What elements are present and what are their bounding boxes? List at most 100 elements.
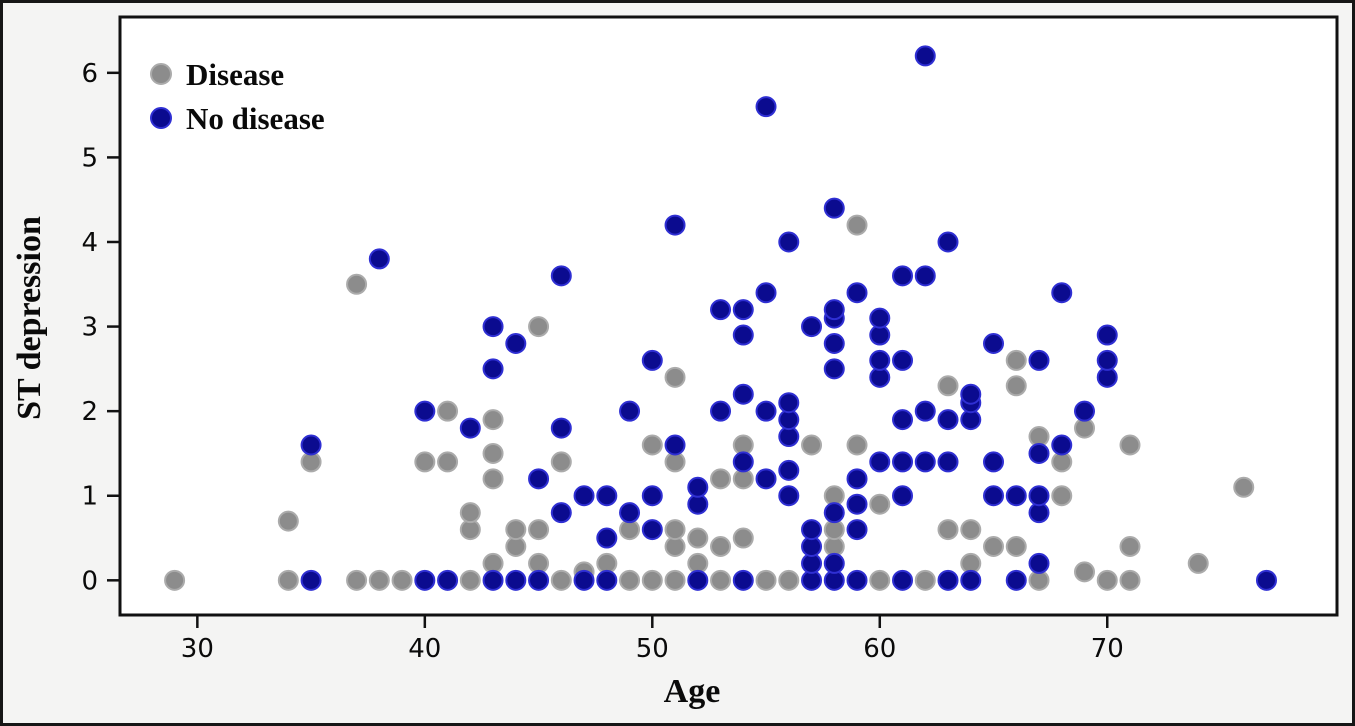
data-point-no-disease [732,383,754,405]
data-point-disease [550,451,572,473]
data-point-disease [1233,476,1255,498]
data-point-disease [801,434,823,456]
data-points [164,45,1277,591]
data-point-no-disease [368,248,390,270]
data-point-disease [1096,569,1118,591]
data-point-disease [346,569,368,591]
data-point-no-disease [892,409,914,431]
data-point-no-disease [983,451,1005,473]
data-point-disease [277,510,299,532]
data-point-no-disease [1096,349,1118,371]
data-point-no-disease [892,349,914,371]
data-point-no-disease [573,485,595,507]
data-point-no-disease [869,451,891,473]
data-point-no-disease [755,400,777,422]
data-point-no-disease [482,316,504,338]
data-point-disease [664,366,686,388]
data-point-disease [482,442,504,464]
data-point-no-disease [664,434,686,456]
data-point-no-disease [414,569,436,591]
data-point-disease [778,569,800,591]
data-point-no-disease [1096,324,1118,346]
y-tick-label: 0 [81,566,98,596]
data-point-no-disease [732,324,754,346]
data-point-disease [846,434,868,456]
data-point-no-disease [801,316,823,338]
data-point-no-disease [755,468,777,490]
data-point-no-disease [1051,434,1073,456]
data-point-disease [437,400,459,422]
data-point-disease [459,569,481,591]
axis-ticks: 30 40 50 60 70 0 1 2 3 4 5 6 [81,59,1123,664]
data-point-disease [1119,535,1141,557]
data-point-no-disease [596,569,618,591]
data-point-no-disease [937,231,959,253]
data-point-disease [1119,569,1141,591]
x-tick-label: 40 [408,634,441,664]
data-point-disease [1005,375,1027,397]
data-point-disease [391,569,413,591]
data-point-no-disease [732,569,754,591]
data-point-no-disease [778,485,800,507]
data-point-disease [482,409,504,431]
data-point-no-disease [1074,400,1096,422]
data-point-no-disease [596,485,618,507]
data-point-disease [960,519,982,541]
data-point-disease [687,527,709,549]
data-point-no-disease [914,451,936,473]
data-point-disease [710,535,732,557]
y-tick-label: 6 [81,59,98,89]
data-point-no-disease [846,468,868,490]
plot-frame [118,15,1339,617]
data-point-no-disease [892,265,914,287]
data-point-no-disease [846,569,868,591]
data-point-disease [1074,561,1096,583]
data-point-disease [1187,552,1209,574]
data-point-no-disease [960,383,982,405]
data-point-no-disease [960,569,982,591]
legend-marker-no-disease [150,107,172,129]
data-point-disease [914,569,936,591]
legend-label-no-disease: No disease [186,101,325,136]
data-point-no-disease [687,476,709,498]
data-point-no-disease [596,527,618,549]
data-point-no-disease [505,569,527,591]
data-point-disease [755,569,777,591]
data-point-no-disease [573,569,595,591]
y-tick-label: 1 [81,482,98,512]
data-point-no-disease [778,231,800,253]
data-point-no-disease [823,197,845,219]
data-point-disease [528,316,550,338]
data-point-no-disease [892,451,914,473]
data-point-no-disease [869,307,891,329]
data-point-disease [846,214,868,236]
x-axis-label: Age [664,673,721,710]
data-point-no-disease [505,332,527,354]
legend: Disease No disease [150,57,325,136]
data-point-disease [664,519,686,541]
data-point-disease [732,527,754,549]
y-axis-label: ST depression [11,216,48,420]
data-point-no-disease [778,392,800,414]
data-point-no-disease [1028,442,1050,464]
data-point-no-disease [641,485,663,507]
data-point-no-disease [1028,485,1050,507]
y-tick-label: 3 [81,313,98,343]
x-tick-label: 50 [636,634,669,664]
data-point-no-disease [869,349,891,371]
data-point-disease [869,569,891,591]
legend-marker-disease [150,63,172,85]
legend-label-disease: Disease [186,57,284,92]
data-point-no-disease [846,493,868,515]
x-tick-label: 30 [181,634,214,664]
data-point-disease [937,519,959,541]
data-point-no-disease [1028,349,1050,371]
data-point-no-disease [687,569,709,591]
data-point-no-disease [801,519,823,541]
data-point-no-disease [300,434,322,456]
data-point-no-disease [823,299,845,321]
data-point-no-disease [1051,282,1073,304]
data-point-no-disease [641,349,663,371]
